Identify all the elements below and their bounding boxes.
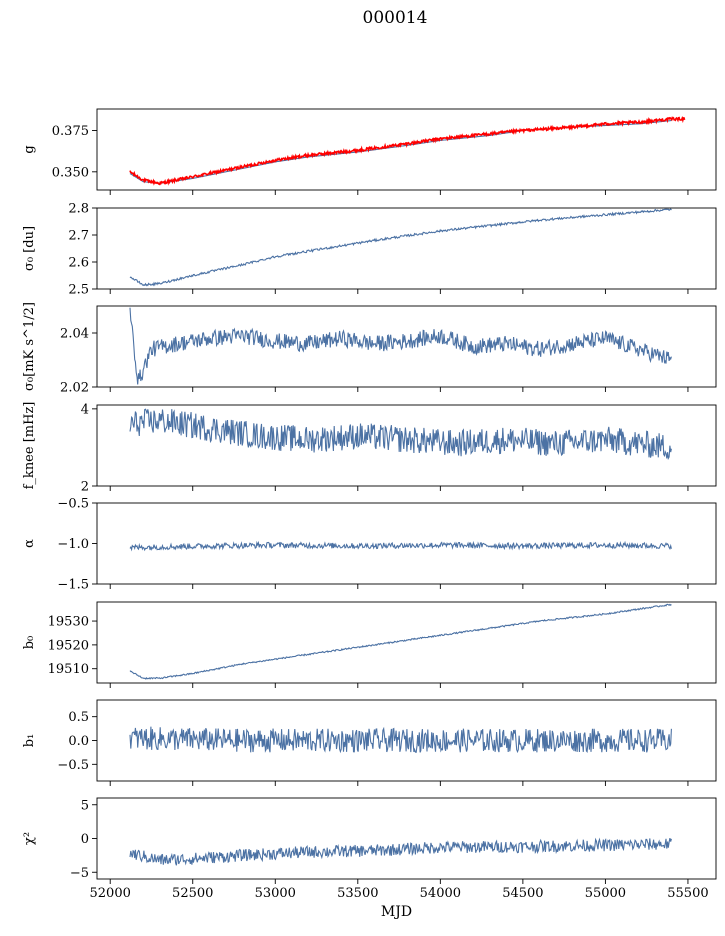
y-tick-label: 2.6 [68,256,89,271]
x-axis-label: MJD [381,904,412,920]
y-tick-label: 4 [81,402,89,417]
axes-frame [96,207,717,290]
x-tick-label: 52000 [90,886,131,901]
y-tick-label: −1.5 [57,578,89,593]
x-tick-label: 52500 [172,886,213,901]
y-tick-label: −5 [70,866,89,881]
subplot-1: 0.350 0.375 g [22,108,717,195]
y-tick-label: −1.0 [57,537,89,552]
y-tick-label: 0.5 [68,710,89,725]
y-tick-label: 19530 [48,615,89,630]
y-tick-label: 2.5 [68,283,89,298]
axes-frame [96,108,717,191]
x-tick-label: 55000 [585,886,626,901]
y-axis-label: b₀ [22,636,37,650]
x-tick-label: 53000 [255,886,296,901]
subplot-4: 2 4 f_knee [mHz] [22,402,717,495]
series-line-3-1 [129,307,672,385]
y-tick-label: 0.375 [52,124,89,139]
subplot-5: −1.5 −1.0 −0.5 α [22,497,717,593]
x-tick-label: 54500 [502,886,543,901]
subplot-3: 2.02 2.04 σ₀[mK s^1/2] [22,302,717,396]
y-tick-label: 19520 [48,638,89,653]
axes-frame [96,601,717,684]
y-axis-label: χ² [22,832,37,845]
y-axis-label: α [22,539,37,548]
series-line-5-1 [129,540,672,552]
axes-frame [96,797,717,880]
x-tick-label: 54000 [420,886,461,901]
y-tick-label: −0.5 [57,497,89,512]
subplot-7: −0.5 0.0 0.5 b₁ [22,699,717,786]
x-tick-label: 55500 [667,886,708,901]
series-line-7-1 [129,726,672,754]
y-axis-label: f_knee [mHz] [22,402,37,490]
y-tick-label: 5 [81,798,89,813]
y-tick-label: 2.7 [68,229,89,244]
y-axis-label: σ₀[mK s^1/2] [22,302,37,391]
x-tick-label: 53500 [337,886,378,901]
panels: 0.350 0.375 g 2.5 2.6 2.7 2.8 σ₀ [du] 2.02 2.04 σ₀… [22,108,717,920]
y-tick-label: 0 [81,832,89,847]
series-line-6-1 [129,603,672,680]
y-tick-label: 2.04 [60,327,89,342]
subplot-2: 2.5 2.6 2.7 2.8 σ₀ [du] [22,202,717,298]
y-tick-label: 2.02 [60,381,89,396]
y-tick-label: −0.5 [57,758,89,773]
y-axis-label: b₁ [22,734,37,748]
series-line-4-1 [129,408,672,461]
y-tick-label: 0.350 [52,165,89,180]
y-axis-label: g [22,145,37,153]
y-axis-label: σ₀ [du] [22,226,37,271]
y-tick-label: 19510 [48,662,89,677]
y-tick-label: 2 [81,480,89,495]
subplot-6: 19510 19520 19530 b₀ [22,601,717,688]
series-line-8-1 [129,837,672,866]
subplot-8: −5 0 5 52000 52500 53000 53500 54000 54500 55000 5… [22,797,717,920]
y-tick-label: 2.8 [68,202,89,217]
series-line-2-1 [129,208,672,287]
y-tick-label: 0.0 [68,734,89,749]
figure-title: 000014 [363,8,428,28]
axes-frame [96,305,717,388]
series-line-1-2 [129,115,686,186]
axes-frame [96,404,717,487]
